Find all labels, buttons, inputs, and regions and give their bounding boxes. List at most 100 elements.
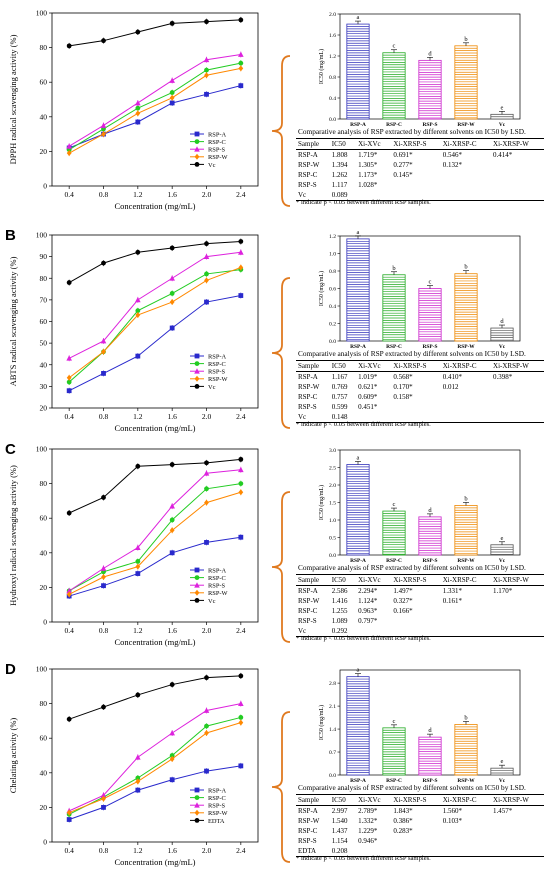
data-point xyxy=(101,795,106,802)
x-tick-label: 0.8 xyxy=(99,190,109,199)
table-cell: 0.170* xyxy=(393,382,413,391)
table-cell: 1.331* xyxy=(442,586,462,595)
data-point xyxy=(135,692,141,698)
table-caption: Comparative analysis of RSP extracted by… xyxy=(298,349,526,358)
table-cell: 0.797* xyxy=(358,616,378,625)
bar xyxy=(490,767,514,776)
data-point xyxy=(101,583,106,589)
data-point xyxy=(169,753,175,758)
bar-rsp-c: c RSP-C xyxy=(382,718,406,784)
data-point xyxy=(169,730,175,736)
bar-y-tick-label: 0.2 xyxy=(329,322,336,328)
panel-letter: C xyxy=(5,441,16,458)
significance-letter: b xyxy=(464,36,467,43)
bar-y-tick-label: 0.7 xyxy=(329,750,336,756)
table-cell xyxy=(441,826,491,836)
table-cell: 0.599 xyxy=(331,402,348,411)
significance-letter: b xyxy=(464,264,467,271)
significance-letter: a xyxy=(357,667,360,674)
table-cell: 0.946* xyxy=(358,836,378,845)
x-tick-label: 2.4 xyxy=(236,412,246,421)
table-cell: Vc xyxy=(296,412,330,423)
panel-1: 0 20 40 60 80 100 0.4 0.8 1.2 1.6 2.0 2.4 Concentrat… xyxy=(8,9,521,211)
bar-y-tick-label: 1.4 xyxy=(329,727,336,733)
significance-letter: c xyxy=(393,43,396,50)
bar-category-label: RSP-C xyxy=(386,122,402,128)
table-cell: 0.546* xyxy=(442,150,462,159)
table-header-cell: Sample xyxy=(296,138,330,150)
series-rsp-a xyxy=(66,292,244,394)
bar-rsp-s: d RSP-S xyxy=(418,50,442,128)
data-point xyxy=(204,277,209,284)
legend-label: RSP-S xyxy=(208,369,225,376)
table-cell: 0.283* xyxy=(393,826,413,835)
table-cell: 0.691* xyxy=(393,150,413,159)
table-cell xyxy=(491,606,544,616)
bar xyxy=(346,676,370,776)
data-point xyxy=(169,527,175,534)
table-header-cell: Sample xyxy=(296,360,330,372)
table-cell: 0.103* xyxy=(442,816,462,825)
series-vc xyxy=(66,16,244,49)
legend-label: RSP-W xyxy=(208,810,228,817)
table-cell: 0.161* xyxy=(442,596,462,605)
table-cell xyxy=(391,180,440,190)
legend-marker xyxy=(194,368,200,374)
table-header-row: Sample IC50 Xi-XVc Xi-XRSP-S Xi-XRSP-C Xi-XRS… xyxy=(296,794,544,806)
data-point xyxy=(135,563,141,570)
table-header-cell: IC50 xyxy=(329,360,357,372)
table-footnote: * indicate p < 0.05 between different RS… xyxy=(296,199,431,206)
y-tick-label: 20 xyxy=(40,803,48,812)
y-tick-label: 60 xyxy=(40,78,48,87)
table-cell: 1.089 xyxy=(331,616,348,625)
data-point xyxy=(66,374,72,381)
data-point xyxy=(238,249,244,255)
table-cell: 0.166* xyxy=(393,606,413,615)
panel-letter: B xyxy=(5,227,16,244)
table-row: RSP-C 0.757 0.609* 0.158* xyxy=(296,392,544,402)
data-point xyxy=(66,43,72,49)
y-tick-label: 80 xyxy=(40,479,48,488)
bar-y-tick-label: 1.6 xyxy=(329,33,336,39)
bar-y-tick-label: 1.2 xyxy=(329,54,336,60)
table-cell: RSP-A xyxy=(298,150,318,159)
table-cell: RSP-C xyxy=(298,606,318,615)
data-point xyxy=(100,565,107,571)
table-cell: 1.170* xyxy=(493,586,513,595)
y-axis-label: Chelating activity (%) xyxy=(8,718,18,794)
bar-y-tick-label: 0.6 xyxy=(329,287,336,293)
data-point xyxy=(66,817,72,822)
table-header-cell: Xi-XRSP-S xyxy=(391,794,441,806)
table-cell: 1.262 xyxy=(331,170,348,179)
series-line xyxy=(69,765,241,820)
x-tick-label: 1.6 xyxy=(167,412,177,421)
legend-marker xyxy=(194,575,200,580)
table-cell xyxy=(391,412,441,423)
table-row: RSP-W 1.416 1.124* 0.327* 0.161* xyxy=(296,596,544,606)
significance-letter: d xyxy=(428,727,432,734)
legend-marker xyxy=(194,131,200,137)
x-tick-label: 0.8 xyxy=(99,412,109,421)
data-point xyxy=(66,587,72,594)
data-point xyxy=(238,715,244,720)
table-cell: 1.173* xyxy=(358,170,378,179)
table-cell xyxy=(391,846,441,857)
x-tick-label: 1.6 xyxy=(167,190,177,199)
bar-chart: 0.0 0.2 0.4 0.6 0.8 1.0 1.2 IC50 (mg/mL) a RSP-A b… xyxy=(318,229,521,350)
legend-label: RSP-C xyxy=(208,139,226,146)
table-cell: 0.757 xyxy=(331,392,348,401)
data-point xyxy=(238,17,244,23)
data-point xyxy=(101,131,106,138)
bar-y-tick-label: 1.5 xyxy=(329,501,336,507)
data-point xyxy=(204,91,209,97)
y-tick-label: 100 xyxy=(36,231,48,240)
table-cell xyxy=(491,190,544,201)
legend-label: Vc xyxy=(208,384,216,391)
table-header-cell: Xi-XVc xyxy=(356,138,392,150)
table-row: Vc 0.089 xyxy=(296,190,544,201)
table-cell: 2.997 xyxy=(331,806,348,815)
series-rsp-s xyxy=(66,51,244,150)
data-point xyxy=(169,682,175,687)
data-point xyxy=(238,534,244,540)
table-row: RSP-S 1.154 0.946* xyxy=(296,836,544,846)
